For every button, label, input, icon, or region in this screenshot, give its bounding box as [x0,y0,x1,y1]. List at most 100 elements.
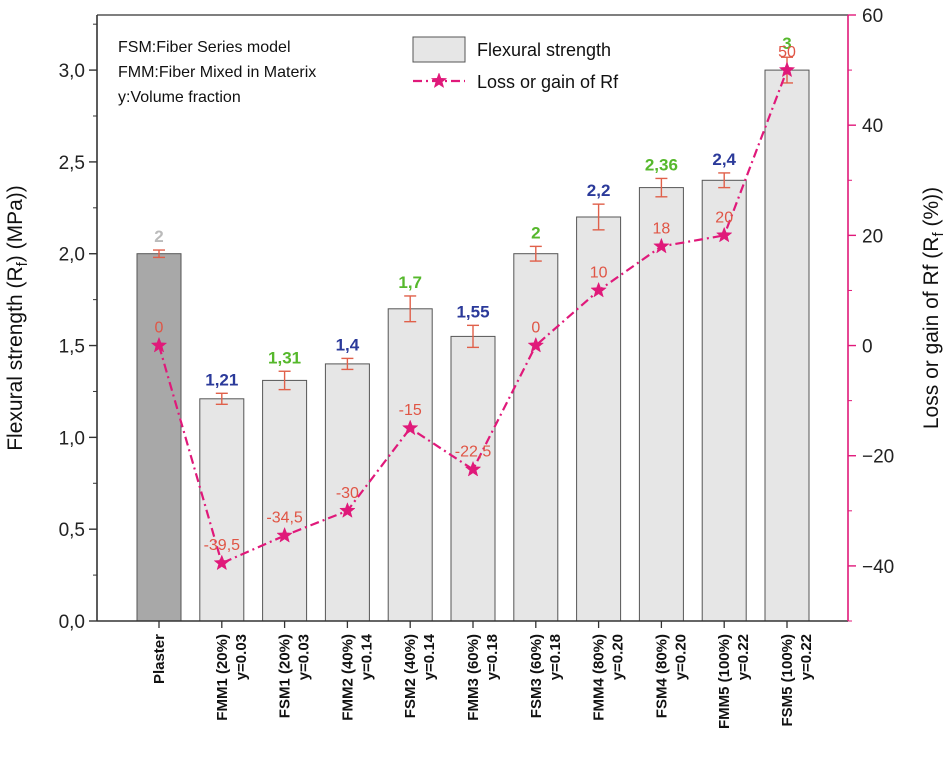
loss-value-label: -39,5 [204,537,241,554]
right-tick-label: 40 [862,116,883,137]
loss-value-label: -30 [336,485,359,502]
loss-marker [590,281,607,298]
note-text: FMM:Fiber Mixed in Materix [118,64,316,81]
bar-value-label: 2 [154,227,163,246]
category-label: FSM1 (20%) [277,634,294,718]
right-tick-label: 0 [862,337,873,358]
category-volume-label: y=0.22 [735,634,752,680]
text-layer: Plaster FMM1 (20%) y=0.03 FSM1 (20%) y=0.03 F… [4,39,947,729]
left-tick-label: 0,5 [59,520,85,541]
note-text: FSM:Fiber Series model [118,39,291,56]
y-axis-title-main: Flexural strength (R [4,266,27,450]
category-volume-label: y=0.03 [233,634,250,680]
legend-bar-swatch [412,36,466,63]
loss-marker [653,237,670,254]
loss-value-label: 50 [778,44,796,61]
category-volume-label: y=0.14 [421,633,438,680]
bar-value-label: 3 [782,34,791,53]
bar-value-label: 1,21 [205,370,238,389]
loss-marker [778,61,796,78]
y2-axis-title-subscript: f [930,232,947,237]
loss-value-label: -34,5 [266,510,303,527]
bar-value-label: 1,7 [398,273,422,292]
bar-value-label: 2 [531,223,540,242]
legend-star-icon [430,72,448,89]
category-label: FSM3 (60%) [528,634,545,718]
right-tick-label: 60 [862,6,883,27]
y2-axis-title-end: (%)) [920,187,943,233]
category-label: FMM4 (80%) [591,634,608,721]
category-label: FSM5 (100%) [779,634,796,727]
loss-value-label: 10 [590,265,608,282]
left-tick-label: 2,5 [59,153,85,174]
right-tick-label: −20 [862,447,894,468]
right-tick-label: 20 [862,226,883,247]
note-text: y:Volume fraction [118,89,241,106]
loss-marker [527,336,545,353]
loss-value-label: -15 [399,402,422,419]
bar [638,187,684,622]
y2-axis-title: Loss or gain of Rf (Rf (%)) [920,187,947,429]
y-axis-title-end: ) (MPa)) [4,185,27,262]
category-volume-label: y=0.18 [547,634,564,680]
category-label: FMM1 (20%) [214,634,231,721]
value-labels-layer: 2 1,21 1,31 1,4 1,7 1,55 2 2,2 2,36 2,4 3 0 -39,5 -34… [154,34,796,554]
error-bars-layer [153,56,793,406]
legend: Flexural strength Loss or gain of Rf [412,36,619,92]
loss-marker [464,460,482,477]
left-tick-label: 0,0 [59,612,85,633]
category-label: FMM3 (60%) [465,634,482,721]
bar [764,69,810,622]
category-volume-label: y=0.20 [610,634,627,680]
bar [701,179,747,622]
right-tick-label: −40 [862,557,894,578]
loss-value-label: 18 [653,220,671,237]
loss-gain-line [157,69,789,565]
left-tick-label: 1,5 [59,337,85,358]
category-label: FMM2 (40%) [339,634,356,721]
loss-value-label: -22,5 [455,444,492,461]
category-volume-label: y=0.18 [484,634,501,680]
category-label: Plaster [151,634,168,684]
bar-value-label: 2,2 [587,181,611,200]
category-volume-label: y=0.20 [672,634,689,680]
y-axis-title: Flexural strength (Rf) (MPa)) [4,185,31,451]
bar [450,335,496,622]
bar-value-label: 1,4 [336,335,360,354]
category-volume-label: y=0.22 [798,634,815,680]
bar-value-label: 1,31 [268,348,301,367]
bar [136,253,182,622]
loss-marker [276,526,293,543]
bar-value-label: 2,4 [712,150,736,169]
category-label: FSM4 (80%) [653,634,670,718]
bar [513,253,559,622]
category-label: FMM5 (100%) [716,634,733,729]
category-volume-label: y=0.14 [358,633,375,680]
loss-value-label: 20 [715,209,733,226]
legend-label-flexural: Flexural strength [477,40,611,60]
loss-value-label: 0 [155,320,164,337]
loss-marker [213,554,231,571]
category-label: FSM2 (40%) [402,634,419,718]
bars-layer [136,69,810,622]
left-tick-label: 1,0 [59,428,85,449]
loss-marker [401,419,419,436]
bar [387,308,433,622]
bar [262,379,308,622]
y2-axis-title-main: Loss or gain of Rf (R [920,237,943,430]
loss-marker [715,226,733,243]
loss-marker [339,502,356,518]
loss-value-label: 0 [531,320,540,337]
y-axis-title-subscript: f [14,261,31,266]
loss-marker [150,336,168,353]
loss-line-layer [150,61,796,571]
legend-label-loss: Loss or gain of Rf [477,72,619,92]
bar-value-label: 2,36 [645,155,678,174]
bar-value-label: 1,55 [456,302,489,321]
left-tick-label: 3,0 [59,61,85,82]
category-volume-label: y=0.03 [296,634,313,680]
left-tick-label: 2,0 [59,245,85,266]
